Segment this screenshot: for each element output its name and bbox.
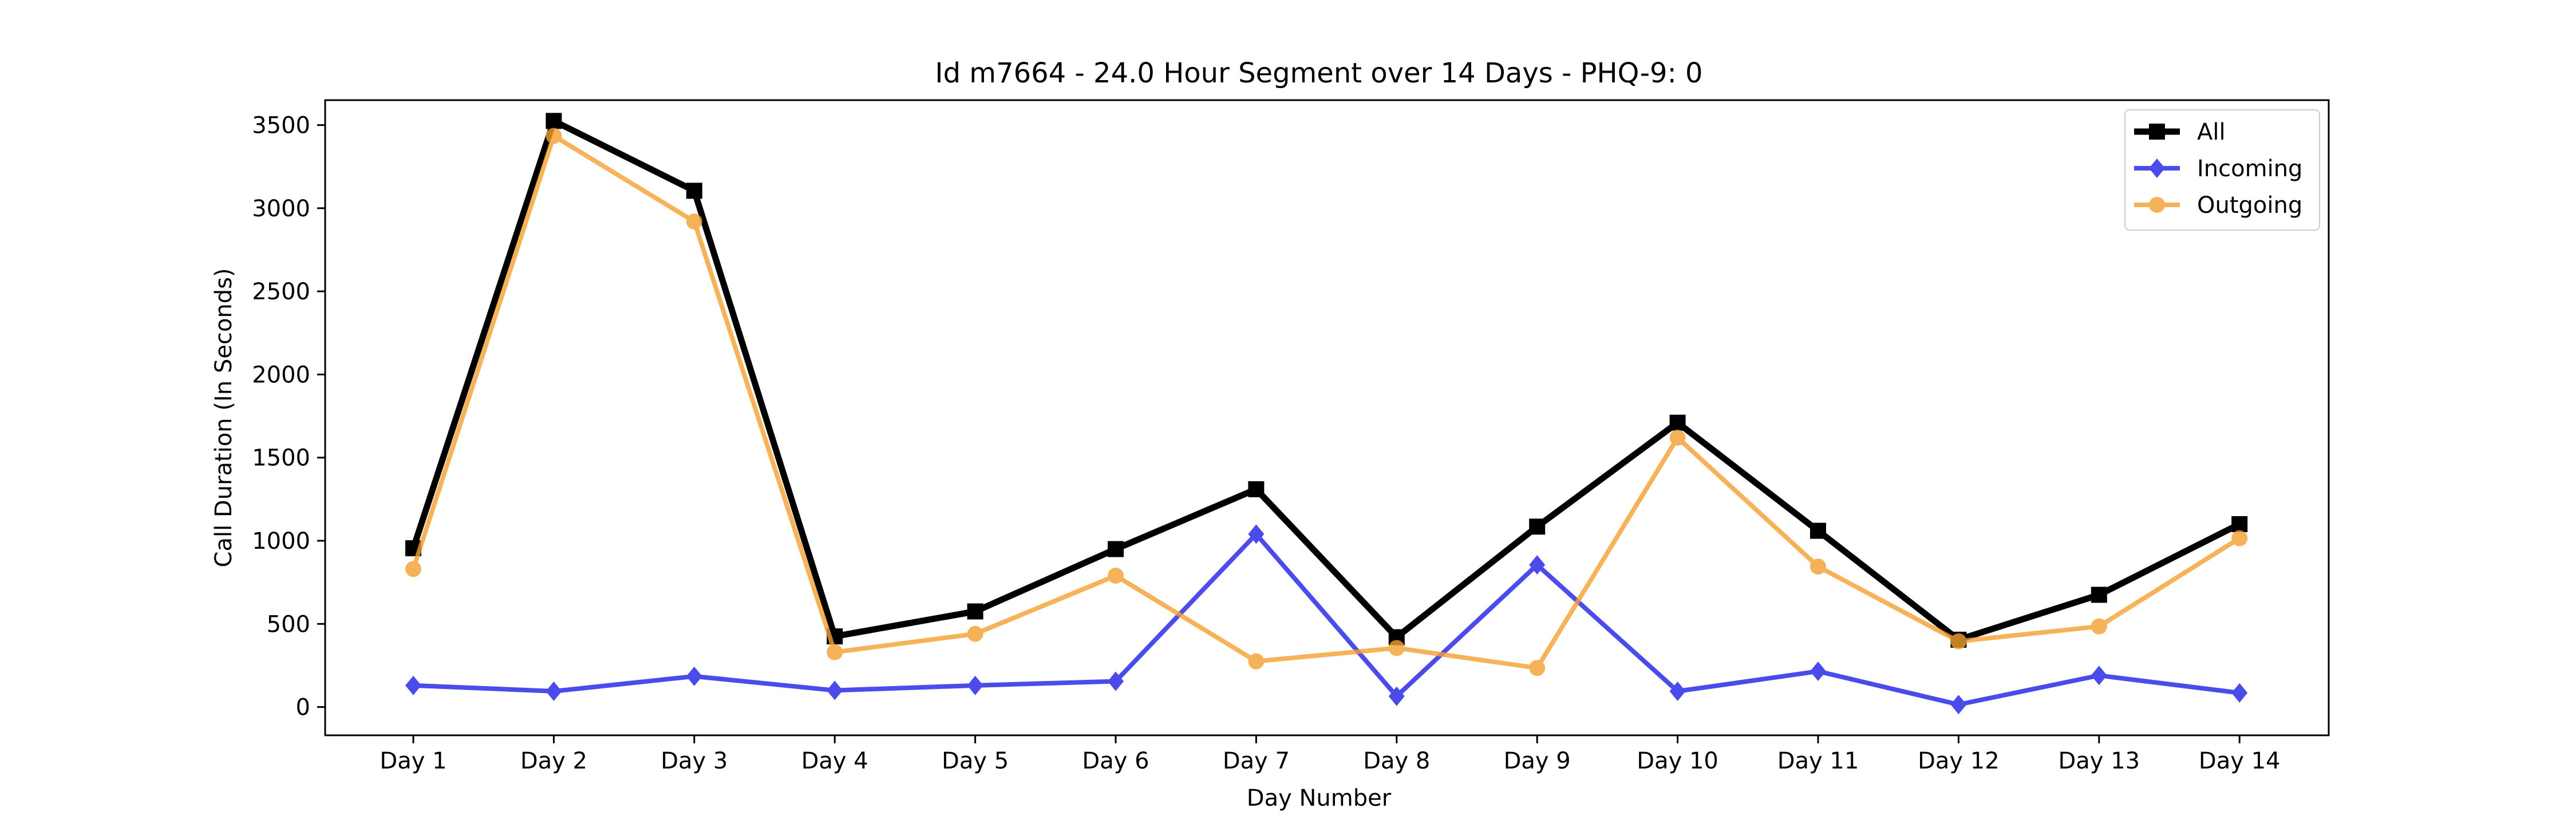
data-point-outgoing [1529, 660, 1546, 676]
data-point-all [2091, 587, 2107, 603]
data-point-incoming [405, 675, 421, 695]
x-tick-label: Day 10 [1637, 748, 1718, 774]
legend-entry-incoming [2134, 159, 2180, 178]
data-point-outgoing [1108, 568, 1124, 584]
legend-marker [2149, 197, 2165, 213]
data-point-all [2231, 516, 2248, 532]
y-axis: 0 500 1000 1500 2000 2500 3000 3500 [252, 113, 325, 721]
series-line-all [410, 116, 2241, 644]
data-point-outgoing [1669, 429, 1686, 446]
data-point-outgoing [827, 644, 843, 660]
y-axis-label: Call Duration (In Seconds) [211, 268, 237, 568]
plot-frame [324, 99, 2330, 736]
series-outgoing [405, 128, 2248, 676]
series-incoming [405, 524, 2248, 715]
data-point-incoming [827, 680, 843, 700]
data-point-incoming [2091, 665, 2107, 686]
x-tick-label: Day 4 [801, 748, 868, 774]
x-tick-label: Day 12 [1918, 748, 2000, 774]
plot-area [405, 113, 2248, 715]
data-point-incoming [1810, 661, 1826, 682]
x-tick-label: Day 14 [2199, 748, 2281, 774]
data-point-all [686, 183, 702, 199]
x-tick-label: Day 1 [380, 748, 447, 774]
data-point-outgoing [1388, 640, 1405, 656]
y-tick-label: 500 [267, 611, 310, 637]
series-line-incoming [413, 530, 2240, 707]
data-point-incoming [686, 666, 702, 686]
legend-label: Incoming [2197, 156, 2302, 182]
data-point-outgoing [2091, 618, 2107, 635]
data-point-outgoing [405, 561, 421, 577]
data-point-outgoing [546, 128, 562, 144]
data-point-all [546, 113, 562, 129]
data-point-incoming [546, 681, 562, 701]
legend-label: Outgoing [2197, 192, 2302, 219]
legend: All Incoming Outgoing [2124, 109, 2320, 231]
data-point-all [967, 603, 983, 620]
legend-entry-all [2134, 124, 2180, 140]
data-point-outgoing [2231, 530, 2248, 546]
data-point-outgoing [1950, 633, 1967, 649]
data-point-outgoing [686, 213, 702, 230]
x-tick-label: Day 5 [942, 748, 1009, 774]
series-line-outgoing [411, 132, 2241, 671]
y-tick-label: 2000 [252, 362, 310, 388]
data-point-incoming [1108, 671, 1124, 691]
y-tick-label: 3500 [252, 113, 310, 139]
y-tick-label: 2500 [252, 279, 310, 305]
data-point-all [1108, 541, 1124, 557]
data-point-all [1669, 414, 1686, 431]
y-tick-label: 3000 [252, 196, 310, 222]
series-all [405, 113, 2248, 648]
data-point-incoming [1248, 524, 1265, 544]
x-axis-label: Day Number [1247, 785, 1392, 811]
data-point-incoming [1388, 686, 1405, 706]
legend-label: All [2197, 119, 2226, 145]
legend-entry-outgoing [2134, 197, 2180, 213]
x-tick-label: Day 11 [1777, 748, 1859, 774]
data-point-outgoing [1810, 558, 1826, 575]
x-tick-label: Day 6 [1082, 748, 1149, 774]
data-point-all [1810, 522, 1826, 539]
x-tick-label: Day 7 [1223, 748, 1290, 774]
y-tick-label: 1000 [252, 528, 310, 554]
x-axis: Day 1 Day 2 Day 3 Day 4 Day 5 Day 6 Day 7 Day 8… [380, 735, 2281, 774]
data-point-incoming [2231, 683, 2248, 703]
data-point-outgoing [1248, 653, 1265, 670]
x-tick-label: Day 13 [2058, 748, 2140, 774]
x-tick-label: Day 2 [520, 748, 587, 774]
legend-box [2124, 109, 2320, 231]
data-point-outgoing [967, 625, 983, 642]
x-tick-label: Day 8 [1363, 748, 1430, 774]
x-tick-label: Day 9 [1504, 748, 1571, 774]
y-tick-label: 1500 [252, 445, 310, 472]
data-point-incoming [1950, 695, 1967, 715]
data-point-all [1529, 518, 1546, 535]
x-tick-label: Day 3 [661, 748, 728, 774]
legend-marker [2149, 124, 2165, 140]
data-point-incoming [1529, 555, 1546, 575]
data-point-incoming [967, 675, 983, 695]
legend-marker [2149, 159, 2165, 178]
data-point-all [1248, 481, 1265, 497]
y-tick-label: 0 [296, 695, 310, 721]
data-point-incoming [1669, 681, 1686, 701]
chart-title: Id m7664 - 24.0 Hour Segment over 14 Day… [935, 57, 1702, 89]
